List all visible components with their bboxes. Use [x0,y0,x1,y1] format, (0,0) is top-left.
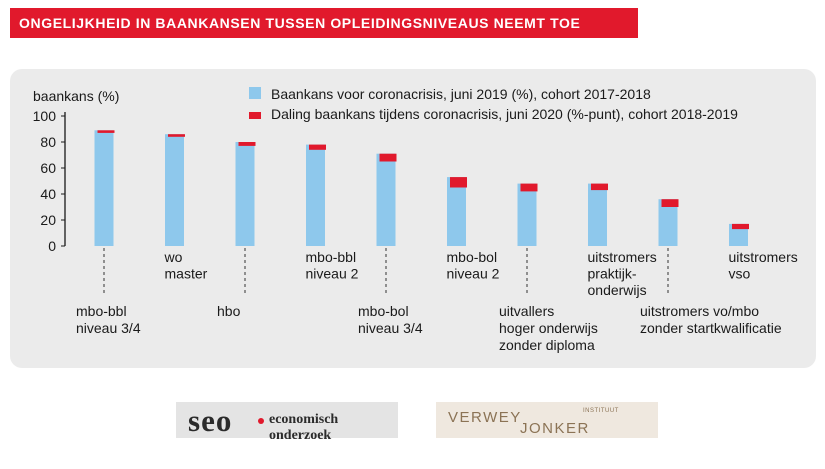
category-label: vso [729,266,751,282]
bar-baankans-2019 [517,183,537,246]
bar-daling-2020 [238,142,256,146]
bar-daling-2020 [661,199,679,207]
bar-daling-2020 [168,134,185,137]
y-tick-label: 80 [40,134,56,150]
bar-daling-2020 [591,183,608,191]
category-label: hbo [217,303,241,319]
category-label: praktijk- [588,266,637,282]
bar-baankans-2019 [658,199,678,246]
bar-daling-2020 [379,153,397,162]
y-tick-label: 0 [48,238,56,254]
category-label: zonder diploma [499,337,595,353]
bar-baankans-2019 [376,153,396,246]
category-label: zonder startkwalificatie [640,320,782,336]
bar-baankans-2019 [729,223,748,246]
y-tick-label: 40 [40,186,56,202]
bar-daling-2020 [732,223,749,230]
seo-logo-dot [258,418,264,424]
seo-logo-mark: seo [188,403,233,438]
category-label: onderwijs [588,282,647,298]
bar-baankans-2019 [165,134,184,246]
bar-baankans-2019 [306,144,325,246]
bar-daling-2020 [450,177,467,188]
category-label: mbo-bol [358,303,409,319]
instituut-logo-text: INSTITUUT [583,408,619,414]
chart-title: ONGELIJKHEID IN BAANKANSEN TUSSEN OPLEID… [10,8,638,38]
category-label: uitstromers [588,249,657,265]
legend-entry: Baankans voor coronacrisis, juni 2019 (%… [271,86,651,102]
y-tick-label: 100 [33,108,57,124]
bar-daling-2020 [97,130,115,133]
y-axis-label: baankans (%) [33,88,119,104]
category-label: mbo-bbl [76,303,127,319]
category-label: mbo-bol [447,249,498,265]
bar-daling-2020 [520,183,538,192]
category-label: wo [164,249,183,265]
category-label: uitstromers [729,249,798,265]
bar-baankans-2019 [447,177,466,246]
category-label: niveau 3/4 [358,320,423,336]
category-label: uitstromers vo/mbo [640,303,759,319]
jonker-logo-text: JONKER [520,420,590,437]
legend-swatch-blue [249,87,261,99]
bar-baankans-2019 [588,183,607,246]
category-label: mbo-bbl [306,249,357,265]
y-tick-label: 60 [40,160,56,176]
y-tick-label: 20 [40,212,56,228]
category-label: master [165,266,208,282]
verwey-logo-text: VERWEY [448,409,522,426]
category-label: niveau 2 [447,266,500,282]
bar-daling-2020 [309,144,326,150]
category-label: niveau 3/4 [76,320,141,336]
legend-swatch-red [249,112,261,119]
category-label: uitvallers [499,303,554,319]
bar-baankans-2019 [235,142,255,246]
seo-logo: seo economisch onderzoek [176,402,398,443]
legend-entry: Daling baankans tijdens coronacrisis, ju… [271,106,738,122]
verwey-jonker-logo: VERWEY JONKER INSTITUUT [436,402,658,438]
category-label: niveau 2 [306,266,359,282]
category-label: hoger onderwijs [499,320,598,336]
chart-panel [10,69,816,368]
bar-baankans-2019 [94,130,114,246]
seo-logo-text: economisch onderzoek [269,412,339,443]
